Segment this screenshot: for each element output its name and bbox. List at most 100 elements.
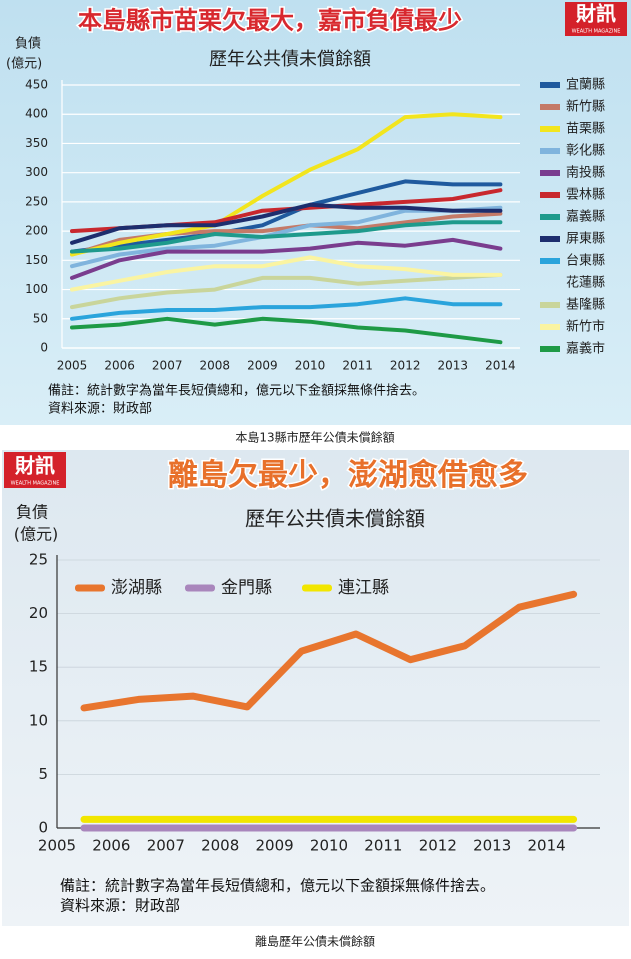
x-tick-label: 2005 — [38, 837, 76, 855]
note: 資料來源：財政部 — [60, 897, 180, 915]
x-tick-label: 2012 — [390, 359, 421, 373]
legend-marker — [540, 126, 560, 132]
x-tick-label: 2007 — [147, 837, 185, 855]
x-tick-label: 2005 — [57, 359, 88, 373]
y-tick-label: 100 — [25, 282, 48, 296]
y-tick-label: 15 — [29, 658, 48, 676]
x-tick-label: 2011 — [342, 359, 373, 373]
legend-label: 宜蘭縣 — [566, 77, 605, 93]
legend-label: 嘉義市 — [566, 341, 605, 357]
x-tick-label: 2013 — [473, 837, 511, 855]
legend-marker — [540, 346, 560, 352]
chart-title: 本島縣市苗栗欠最大，嘉市負債最少 — [78, 6, 462, 35]
series-line — [70, 296, 503, 321]
note: 資料來源：財政部 — [48, 402, 152, 417]
legend-marker — [185, 584, 215, 592]
x-tick-label: 2008 — [201, 837, 239, 855]
legend-marker — [540, 104, 560, 110]
x-tick-label: 2010 — [310, 837, 348, 855]
series-line — [70, 179, 503, 254]
logo-box — [565, 2, 627, 36]
series-line — [70, 202, 503, 245]
legend-marker — [540, 214, 560, 220]
note: 備註：統計數字為當年長短債總和，億元以下金額採無條件捨去。 — [48, 383, 425, 399]
series-line — [70, 237, 503, 280]
note: 備註：統計數字為當年長短債總和，億元以下金額採無條件捨去。 — [60, 877, 495, 895]
legend-marker — [540, 302, 560, 308]
x-tick-label: 2011 — [364, 837, 402, 855]
series-line — [70, 316, 503, 345]
caption: 本島13縣市歷年公債未償餘額 — [235, 430, 394, 445]
series-line — [70, 255, 503, 292]
x-tick-label: 2013 — [438, 359, 469, 373]
chart-title: 離島欠最少，澎湖愈借愈多 — [168, 458, 528, 493]
brand: 財訊 — [15, 454, 55, 478]
x-tick-label: 2012 — [419, 837, 457, 855]
legend-marker — [540, 258, 560, 264]
y-tick-label: 450 — [25, 78, 48, 92]
y-axis-unit: (億元) — [6, 56, 42, 72]
y-tick-label: 250 — [25, 194, 48, 208]
x-tick-label: 2008 — [200, 359, 231, 373]
caption: 離島歷年公債未償餘額 — [255, 934, 375, 949]
legend-label: 屏東縣 — [566, 231, 605, 247]
series-line — [70, 220, 503, 254]
brand: 財訊 — [576, 2, 616, 26]
y-tick-label: 0 — [38, 819, 48, 837]
legend-label: 嘉義縣 — [566, 209, 605, 225]
y-tick-label: 5 — [38, 765, 48, 783]
logo-box — [4, 452, 66, 488]
legend-label: 新竹縣 — [566, 99, 605, 115]
legend-label: 南投縣 — [566, 165, 605, 181]
y-tick-label: 0 — [40, 341, 48, 355]
legend-label: 雲林縣 — [566, 188, 605, 203]
y-tick-label: 300 — [25, 165, 48, 179]
x-tick-label: 2014 — [528, 837, 566, 855]
panel-background — [2, 450, 629, 926]
legend-label: 苗栗縣 — [566, 122, 605, 137]
y-tick-label: 200 — [25, 224, 48, 238]
legend-marker — [540, 148, 560, 154]
chart-subtitle: 歷年公共債未償餘額 — [245, 507, 425, 531]
legend-marker — [540, 324, 560, 330]
x-tick-label: 2009 — [256, 837, 294, 855]
y-tick-label: 400 — [25, 107, 48, 121]
legend-label: 金門縣 — [221, 578, 272, 598]
y-tick-label: 350 — [25, 136, 48, 150]
y-tick-label: 20 — [29, 604, 48, 622]
legend-label: 花蓮縣 — [566, 275, 605, 291]
y-tick-label: 25 — [29, 551, 48, 569]
y-tick-label: 10 — [29, 711, 48, 729]
y-tick-label: 150 — [25, 253, 48, 267]
legend-marker — [540, 82, 560, 88]
x-tick-label: 2007 — [152, 359, 183, 373]
y-axis-label: 負債 — [15, 37, 41, 52]
brand-sub: WEALTH MAGAZINE — [11, 481, 60, 487]
y-axis-label: 負債 — [16, 503, 48, 522]
legend-label: 新竹市 — [566, 319, 605, 335]
chart-subtitle: 歷年公共債未償餘額 — [209, 49, 371, 70]
x-tick-label: 2006 — [92, 837, 130, 855]
legend-label: 澎湖縣 — [111, 578, 162, 598]
legend-marker — [75, 584, 105, 592]
series-line — [80, 590, 578, 712]
brand-sub: WEALTH MAGAZINE — [572, 29, 621, 35]
legend-label: 連江縣 — [338, 578, 389, 598]
x-tick-label: 2009 — [247, 359, 278, 373]
legend-marker — [302, 584, 332, 592]
y-axis-unit: (億元) — [14, 525, 59, 544]
series-line — [70, 272, 503, 310]
series-line — [70, 112, 503, 257]
legend-marker — [540, 192, 560, 198]
legend-label: 彰化縣 — [566, 143, 605, 159]
x-tick-label: 2014 — [485, 359, 516, 373]
x-tick-label: 2006 — [104, 359, 135, 373]
legend-label: 台東縣 — [566, 253, 605, 269]
y-tick-label: 50 — [33, 311, 48, 325]
x-tick-label: 2010 — [295, 359, 326, 373]
legend-marker — [540, 170, 560, 176]
legend-label: 基隆縣 — [566, 298, 605, 313]
panel-background — [0, 0, 631, 425]
legend-marker — [540, 236, 560, 242]
